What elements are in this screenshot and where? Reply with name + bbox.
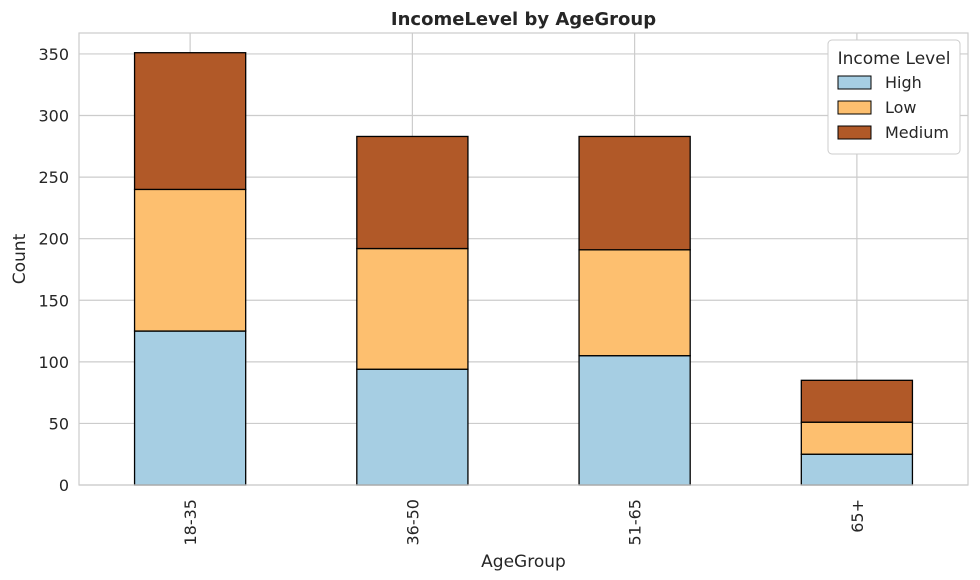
y-tick-label: 100 [38,353,69,372]
bar-stacks [133,52,914,486]
bar-segment-low-36-50 [356,247,469,370]
plot-frame [78,32,969,486]
legend-title: Income Level [838,49,951,69]
x-tick-label: 36-50 [403,499,422,546]
bar-segment-high-51-65 [578,355,691,486]
legend-label-low: Low [885,98,917,117]
x-axis-title: AgeGroup [481,552,566,572]
y-tick-label: 150 [38,291,69,310]
y-tick-labels: 0 50 100 150 200 250 300 350 [38,45,69,495]
y-tick-label: 250 [38,168,69,187]
x-tick-label: 18-35 [181,499,200,546]
bar-segment-medium-51-65 [578,135,691,251]
legend-label-medium: Medium [885,123,949,142]
legend: Income Level High Low Medium [827,39,961,155]
y-tick-label: 300 [38,107,69,126]
x-tick-labels: 18-35 36-50 51-65 65+ [181,499,867,546]
y-tick-label: 200 [38,230,69,249]
bar-segment-medium-18-35 [133,52,247,191]
bar-segment-high-18-35 [133,330,247,486]
bar-segment-medium-36-50 [356,135,469,250]
y-tick-label: 0 [59,476,69,495]
legend-items: High Low Medium [837,73,949,142]
legend-label-high: High [885,73,922,92]
bar-segment-low-65+ [800,421,914,455]
y-tick-label: 350 [38,45,69,64]
bar-segment-low-51-65 [578,249,691,357]
x-tick-label: 65+ [848,499,867,533]
bar-segment-high-36-50 [356,368,469,486]
legend-swatch-high [837,75,872,90]
y-axis-title: Count [10,233,30,284]
bar-segment-high-65+ [800,453,914,486]
y-tick-label: 50 [49,414,69,433]
legend-swatch-low [837,100,872,115]
bar-segment-medium-65+ [800,379,914,423]
bar-segment-low-18-35 [133,188,247,332]
legend-swatch-medium [837,125,872,140]
chart-title: IncomeLevel by AgeGroup [391,9,656,30]
x-tick-label: 51-65 [626,499,645,546]
